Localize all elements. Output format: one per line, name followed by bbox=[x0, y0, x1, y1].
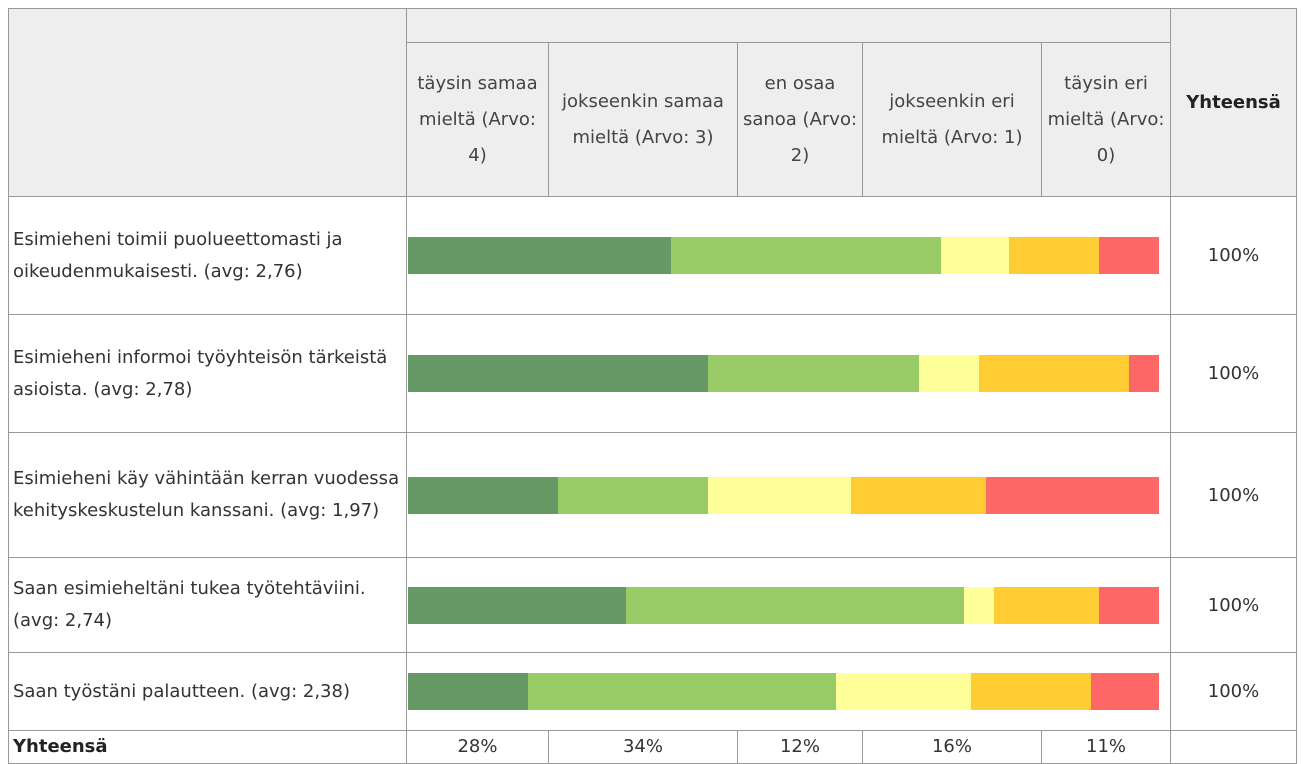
bar-segment bbox=[1091, 673, 1159, 710]
bar-cell bbox=[405, 652, 1172, 731]
column-header: täysin samaa mieltä (Arvo: 4) bbox=[406, 42, 549, 197]
stacked-bar bbox=[408, 673, 1159, 710]
survey-table: Yhteensä täysin samaa mieltä (Arvo: 4) jo… bbox=[8, 8, 1298, 764]
bar-segment bbox=[836, 673, 972, 710]
row-total: 100% bbox=[1170, 557, 1298, 653]
bar-segment bbox=[528, 673, 837, 710]
bar-cell bbox=[405, 196, 1172, 315]
bar-segment bbox=[918, 355, 979, 392]
bar-cell bbox=[405, 432, 1172, 558]
bar-segment bbox=[1098, 586, 1159, 624]
bar-segment bbox=[625, 586, 964, 624]
stacked-bar bbox=[408, 237, 1159, 274]
corner-cell bbox=[8, 8, 407, 197]
footer-value: 34% bbox=[548, 730, 738, 764]
row: Esimieheni käy vähintään kerran vuodessa… bbox=[8, 432, 1298, 558]
question: Esimieheni toimii puolueettomasti ja oik… bbox=[8, 196, 407, 315]
column-header: jokseenkin samaa mieltä (Arvo: 3) bbox=[548, 42, 738, 197]
column-header: jokseenkin eri mieltä (Arvo: 1) bbox=[862, 42, 1042, 197]
bar-segment bbox=[963, 586, 994, 624]
bar-segment bbox=[1098, 237, 1159, 274]
group-header bbox=[405, 8, 1172, 43]
question: Esimieheni informoi työyhteisön tärkeist… bbox=[8, 314, 407, 433]
footer-row: Yhteensä 28% 34% 12% 16% 11% bbox=[8, 730, 1298, 764]
question: Esimieheni käy vähintään kerran vuodessa… bbox=[8, 432, 407, 558]
stacked-bar bbox=[408, 476, 1159, 514]
stacked-bar bbox=[408, 586, 1159, 624]
bar-segment bbox=[408, 355, 709, 392]
row: Saan työstäni palautteen. (avg: 2,38) 100… bbox=[8, 652, 1298, 731]
bar-segment bbox=[851, 476, 987, 514]
row-total: 100% bbox=[1170, 196, 1298, 315]
bar-segment bbox=[1128, 355, 1159, 392]
stacked-bar bbox=[408, 355, 1159, 392]
question: Saan esimieheltäni tukea työtehtäviini. … bbox=[8, 557, 407, 653]
bar-segment bbox=[408, 586, 626, 624]
bar-cell bbox=[405, 557, 1172, 653]
footer-empty bbox=[1170, 730, 1298, 764]
bar-segment bbox=[978, 355, 1129, 392]
bar-segment bbox=[708, 476, 852, 514]
row: Esimieheni informoi työyhteisön tärkeist… bbox=[8, 314, 1298, 433]
row: Esimieheni toimii puolueettomasti ja oik… bbox=[8, 196, 1298, 315]
bar-segment bbox=[986, 476, 1159, 514]
bar-segment bbox=[670, 237, 942, 274]
bar-segment bbox=[1008, 237, 1099, 274]
bar-segment bbox=[408, 673, 529, 710]
footer-value: 16% bbox=[862, 730, 1042, 764]
bar-segment bbox=[941, 237, 1009, 274]
bar-segment bbox=[558, 476, 709, 514]
question: Saan työstäni palautteen. (avg: 2,38) bbox=[8, 652, 407, 731]
row-total: 100% bbox=[1170, 652, 1298, 731]
total-header: Yhteensä bbox=[1170, 8, 1298, 197]
bar-segment bbox=[971, 673, 1092, 710]
bar-cell bbox=[405, 314, 1172, 433]
column-header: täysin eri mieltä (Arvo: 0) bbox=[1040, 42, 1172, 197]
column-header: en osaa sanoa (Arvo: 2) bbox=[737, 42, 863, 197]
row-total: 100% bbox=[1170, 432, 1298, 558]
row: Saan esimieheltäni tukea työtehtäviini. … bbox=[8, 557, 1298, 653]
footer-value: 28% bbox=[406, 730, 549, 764]
bar-segment bbox=[708, 355, 919, 392]
footer-value: 12% bbox=[737, 730, 863, 764]
footer-value: 11% bbox=[1040, 730, 1172, 764]
row-total: 100% bbox=[1170, 314, 1298, 433]
bar-segment bbox=[993, 586, 1099, 624]
footer-label: Yhteensä bbox=[8, 730, 407, 764]
bar-segment bbox=[408, 476, 559, 514]
bar-segment bbox=[408, 237, 671, 274]
